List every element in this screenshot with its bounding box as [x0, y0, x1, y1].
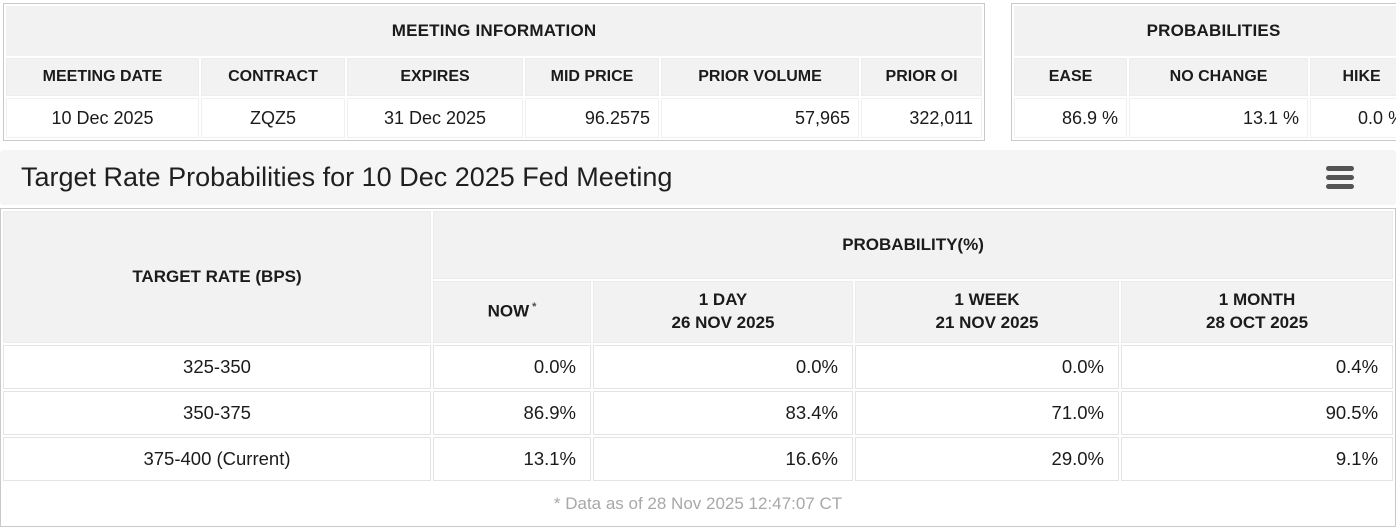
ease-value: 86.9 %	[1014, 98, 1128, 138]
meeting-date-value: 10 Dec 2025	[6, 98, 199, 138]
table-row: 325-350 0.0% 0.0% 0.0% 0.4%	[3, 345, 1394, 389]
no-change-value: 13.1 %	[1129, 98, 1309, 138]
period-label: 1 WEEK	[954, 290, 1020, 310]
target-rate-cell: 325-350	[3, 345, 431, 389]
col-header-prior-volume: PRIOR VOLUME	[661, 58, 859, 96]
day-prob-cell: 83.4%	[593, 391, 853, 435]
col-header-1-day: 1 DAY 26 NOV 2025	[593, 281, 853, 343]
probabilities-header-row: EASE NO CHANGE HIKE	[1014, 58, 1396, 96]
contract-value: ZQZ5	[201, 98, 345, 138]
target-rate-cell: 350-375	[3, 391, 431, 435]
meeting-info-title: MEETING INFORMATION	[6, 6, 983, 56]
meeting-info-data-row: 10 Dec 2025 ZQZ5 31 Dec 2025 96.2575 57,…	[6, 98, 983, 138]
day-prob-cell: 0.0%	[593, 345, 853, 389]
target-rate-bps-header: TARGET RATE (BPS)	[3, 211, 431, 343]
week-prob-cell: 29.0%	[855, 437, 1119, 481]
prior-volume-value: 57,965	[661, 98, 859, 138]
period-label: 1 DAY	[698, 290, 748, 310]
week-prob-cell: 0.0%	[855, 345, 1119, 389]
col-header-contract: CONTRACT	[201, 58, 345, 96]
table-row: 375-400 (Current) 13.1% 16.6% 29.0% 9.1%	[3, 437, 1394, 481]
week-prob-cell: 71.0%	[855, 391, 1119, 435]
footnote-asterisk: *	[532, 301, 537, 314]
hamburger-bar	[1326, 184, 1354, 189]
now-prob-cell: 13.1%	[433, 437, 591, 481]
probability-group-header: PROBABILITY(%)	[433, 211, 1394, 280]
probabilities-table: PROBABILITIES EASE NO CHANGE HIKE 86.9 %…	[1011, 3, 1396, 141]
meeting-info-header-row: MEETING DATE CONTRACT EXPIRES MID PRICE …	[6, 58, 983, 96]
probabilities-data-row: 86.9 % 13.1 % 0.0 %	[1014, 98, 1396, 138]
mid-price-value: 96.2575	[525, 98, 659, 138]
probabilities-title: PROBABILITIES	[1014, 6, 1396, 56]
table-row: 350-375 86.9% 83.4% 71.0% 90.5%	[3, 391, 1394, 435]
page-title: Target Rate Probabilities for 10 Dec 202…	[21, 162, 673, 192]
group-header-row: TARGET RATE (BPS) PROBABILITY(%)	[3, 211, 1394, 343]
now-label: NOW	[487, 301, 530, 321]
now-prob-cell: 0.0%	[433, 345, 591, 389]
target-rate-cell: 375-400 (Current)	[3, 437, 431, 481]
month-prob-cell: 90.5%	[1121, 391, 1394, 435]
now-prob-cell: 86.9%	[433, 391, 591, 435]
target-rate-probability-table: TARGET RATE (BPS) PROBABILITY(%) NOW * 1 …	[1, 209, 1395, 483]
month-prob-cell: 0.4%	[1121, 345, 1394, 389]
prior-oi-value: 322,011	[861, 98, 983, 138]
col-header-now: NOW *	[433, 281, 591, 343]
col-header-ease: EASE	[1014, 58, 1128, 96]
col-header-meeting-date: MEETING DATE	[6, 58, 199, 96]
meeting-info-table: MEETING INFORMATION MEETING DATE CONTRAC…	[3, 3, 986, 141]
top-info-section: MEETING INFORMATION MEETING DATE CONTRAC…	[3, 3, 1396, 141]
hamburger-menu-icon[interactable]	[1324, 162, 1356, 193]
period-date: 28 OCT 2025	[1205, 313, 1309, 333]
expires-value: 31 Dec 2025	[347, 98, 523, 138]
month-prob-cell: 9.1%	[1121, 437, 1394, 481]
period-date: 26 NOV 2025	[671, 313, 775, 333]
target-rate-probability-table-container: TARGET RATE (BPS) PROBABILITY(%) NOW * 1 …	[0, 208, 1396, 527]
col-header-no-change: NO CHANGE	[1129, 58, 1309, 96]
col-header-mid-price: MID PRICE	[525, 58, 659, 96]
hamburger-bar	[1326, 166, 1354, 171]
col-header-hike: HIKE	[1310, 58, 1396, 96]
sub-header-row: NOW * 1 DAY 26 NOV 2025 1 WEEK 21 NOV 202…	[3, 281, 1394, 343]
data-as-of-footnote: * Data as of 28 Nov 2025 12:47:07 CT	[553, 494, 843, 513]
period-date: 21 NOV 2025	[935, 313, 1039, 333]
col-header-expires: EXPIRES	[347, 58, 523, 96]
day-prob-cell: 16.6%	[593, 437, 853, 481]
period-label: 1 MONTH	[1218, 290, 1296, 310]
col-header-1-week: 1 WEEK 21 NOV 2025	[855, 281, 1119, 343]
col-header-prior-oi: PRIOR OI	[861, 58, 983, 96]
hamburger-bar	[1326, 175, 1354, 180]
chart-title-bar: Target Rate Probabilities for 10 Dec 202…	[0, 150, 1396, 205]
col-header-1-month: 1 MONTH 28 OCT 2025	[1121, 281, 1394, 343]
hike-value: 0.0 %	[1310, 98, 1396, 138]
